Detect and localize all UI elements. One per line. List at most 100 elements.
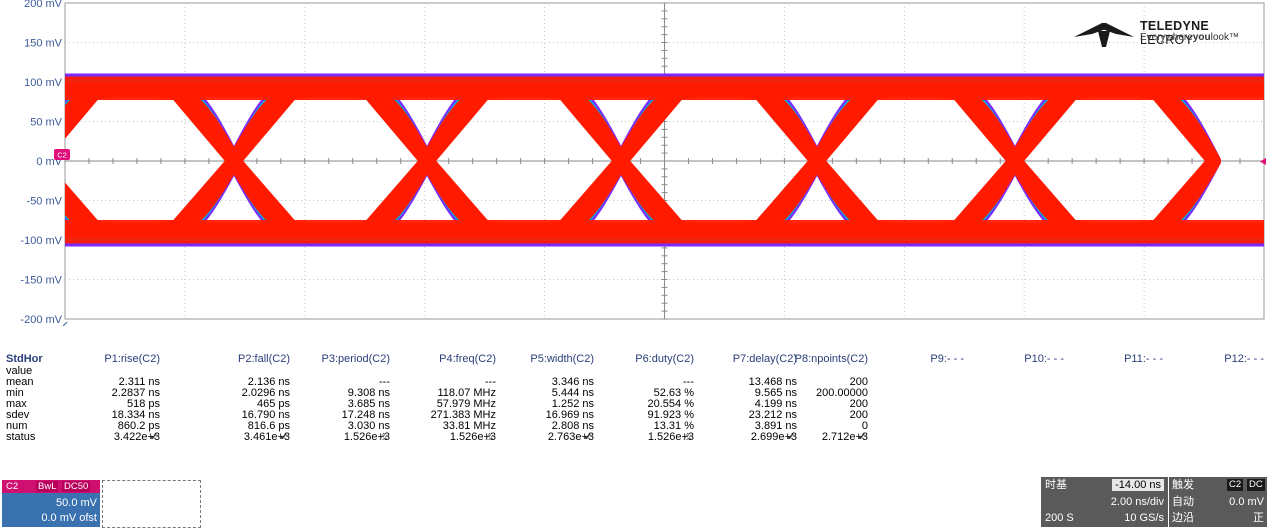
measurement-table[interactable]: StdHor P1:rise(C2) P2:fall(C2) P3:period(C… [0,353,1269,478]
channel-scale: 50.0 mV [56,497,97,509]
measurement-value: 3.685 ns [347,398,390,410]
measurement-value: 17.248 ns [341,409,390,421]
measurement-value: 200 [849,376,868,388]
empty-descriptor-slot[interactable] [102,480,201,528]
graticule [64,2,1265,320]
coupling-badge: DC50 [62,481,91,492]
measurement-header[interactable]: P8:npoints(C2) [794,353,868,365]
measurement-value: 57.979 MHz [436,398,496,410]
trigger-channel: C2 [1227,479,1244,491]
timebase-label: 时基 [1045,479,1067,491]
measurement-value: 860.2 ps [117,420,160,432]
measurement-value: --- [379,376,390,388]
measurement-value: 3.422e+3 [113,431,160,443]
measurement-header[interactable]: P6:duty(C2) [635,353,694,365]
measurement-value: 9.565 ns [754,387,797,399]
measurement-header[interactable]: P9:- - - [930,353,964,365]
measurement-row-label: num [6,420,28,432]
measurement-value: 0 [861,420,868,432]
check-icon: ✔ [279,432,288,443]
channel-ground-marker[interactable]: C2 [54,149,70,160]
measurement-row-label: mean [6,376,34,388]
x-tick-label: 12 ns [531,325,558,326]
y-tick-label: 200 mV [24,0,63,10]
y-tick-label: -100 mV [20,235,62,247]
measurement-value: 9.308 ns [347,387,390,399]
x-tick-label: 14 ns [651,325,678,326]
measurement-value: 3.030 ns [347,420,390,432]
check-icon: ✔ [857,432,866,443]
check-icon: ✔ [583,432,592,443]
measurement-section-label: StdHor [6,353,43,365]
y-tick-label: -50 mV [27,196,63,208]
measurement-value: 2.699e+3 [750,431,797,443]
timebase-per-div: 2.00 ns/div [1110,496,1164,508]
measurement-value: --- [485,376,496,388]
measurement-value: 816.6 ps [247,420,290,432]
trigger-level-marker[interactable] [1260,158,1266,165]
measurement-value: 2.311 ns [118,376,160,388]
measurement-value: 200.00000 [816,387,868,399]
check-icon: ✔ [149,432,158,443]
measurement-value: 2.808 ns [551,420,594,432]
measurement-header[interactable]: P3:period(C2) [321,353,390,365]
y-tick-label: -200 mV [20,314,62,326]
measurement-value: 23.212 ns [748,409,797,421]
measurement-value: --- [683,376,694,388]
warning-icon: ⚠ [485,432,494,443]
timebase-delay: -14.00 ns [1112,479,1164,491]
measurement-row-label: max [6,398,27,410]
warning-icon: ⚠ [683,432,692,443]
channel-descriptor-c2[interactable]: C2 BwL DC50 50.0 mV 0.0 mV ofst [2,480,100,527]
eye-diagram [65,73,1264,247]
measurement-value: 13.31 % [653,420,694,432]
measurement-value: 465 ps [256,398,290,410]
measurement-value: 3.346 ns [551,376,594,388]
measurement-value: 3.891 ns [754,420,797,432]
measurement-header[interactable]: P5:width(C2) [530,353,594,365]
measurement-value: 20.554 % [647,398,694,410]
timebase-descriptor[interactable]: 时基 -14.00 ns 2.00 ns/div 200 S 10 GS/s [1041,477,1168,527]
channel-offset: 0.0 mV ofst [41,512,97,524]
measurement-header[interactable]: P4:freq(C2) [439,353,496,365]
y-tick-label: 100 mV [24,77,63,89]
x-tick-label: 6 ns [175,325,196,326]
x-tick-label: 10 ns [411,325,438,326]
x-tick-label: 16 ns [771,325,798,326]
measurement-value: 13.468 ns [748,376,797,388]
measurement-value: 3.461e+3 [243,431,290,443]
measurement-header[interactable]: P7:delay(C2) [732,353,797,365]
check-icon: ✔ [786,432,795,443]
measurement-row-label: sdev [6,409,30,421]
timebase-samples: 200 S [1045,512,1074,524]
measurement-value: 2.0296 ns [241,387,290,399]
measurement-header[interactable]: P1:rise(C2) [104,353,160,365]
x-tick-label: 18 ns [891,325,918,326]
measurement-value: 52.63 % [653,387,694,399]
trigger-slope: 正 [1253,512,1264,524]
measurement-value: 200 [849,409,868,421]
measurement-value: 2.136 ns [247,376,290,388]
trigger-descriptor[interactable]: 触发 C2 DC 自动 0.0 mV 边沿 正 [1169,477,1267,527]
measurement-value: 33.81 MHz [442,420,496,432]
timebase-sample-rate: 10 GS/s [1124,512,1164,524]
measurement-value: 4.199 ns [754,398,797,410]
measurement-header[interactable]: P11:- - - [1124,353,1163,365]
measurement-value: 1.526e+3 [647,431,694,443]
measurement-value: 1.252 ns [551,398,594,410]
measurement-value: 1.526e+3 [343,431,390,443]
measurement-header[interactable]: P12:- - - [1224,353,1264,365]
brand-logo: TELEDYNE LECROY Everywhereyoulook™ [1072,19,1262,49]
trigger-label: 触发 [1172,479,1194,491]
y-tick-label: 50 mV [30,117,62,129]
measurement-header[interactable]: P2:fall(C2) [238,353,290,365]
measurement-value: 2.763e+3 [547,431,594,443]
measurement-header[interactable]: P10:- - - [1024,353,1064,365]
measurement-value: 518 ps [126,398,160,410]
teledyne-logo-icon [1074,23,1134,47]
bandwidth-limit-badge: BwL [36,481,59,492]
x-tick-label: 4 ns [68,325,89,326]
x-tick-label: 20 ns [1011,325,1038,326]
trigger-type: 边沿 [1172,512,1194,524]
